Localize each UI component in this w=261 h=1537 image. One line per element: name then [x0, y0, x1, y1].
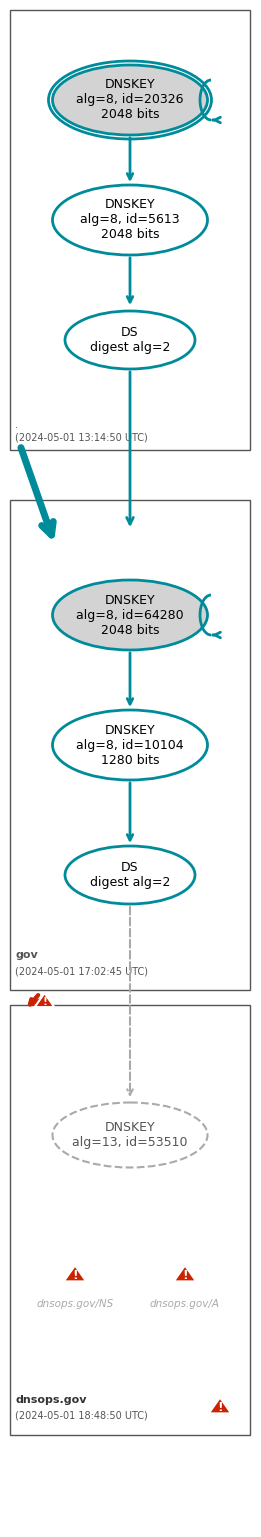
Text: DNSKEY
alg=8, id=5613
2048 bits: DNSKEY alg=8, id=5613 2048 bits: [80, 198, 180, 241]
Ellipse shape: [65, 845, 195, 904]
Ellipse shape: [52, 184, 207, 255]
Text: DS
digest alg=2: DS digest alg=2: [90, 326, 170, 354]
FancyBboxPatch shape: [10, 11, 250, 450]
Ellipse shape: [52, 1102, 207, 1168]
Polygon shape: [209, 1397, 231, 1414]
Text: (2024-05-01 13:14:50 UTC): (2024-05-01 13:14:50 UTC): [15, 432, 148, 443]
Text: DNSKEY
alg=8, id=20326
2048 bits: DNSKEY alg=8, id=20326 2048 bits: [76, 78, 184, 121]
Ellipse shape: [52, 579, 207, 650]
Text: DNSKEY
alg=8, id=10104
1280 bits: DNSKEY alg=8, id=10104 1280 bits: [76, 724, 184, 767]
Ellipse shape: [65, 310, 195, 369]
Text: DS
digest alg=2: DS digest alg=2: [90, 861, 170, 888]
Ellipse shape: [52, 710, 207, 779]
Polygon shape: [35, 993, 54, 1007]
Text: gov: gov: [15, 950, 38, 961]
Polygon shape: [64, 1265, 86, 1282]
Text: dnsops.gov/NS: dnsops.gov/NS: [36, 1299, 114, 1310]
Text: .: .: [15, 420, 18, 430]
Text: !: !: [182, 1270, 188, 1282]
Polygon shape: [174, 1265, 196, 1282]
Text: !: !: [217, 1402, 223, 1414]
Text: !: !: [72, 1270, 78, 1282]
Text: DNSKEY
alg=13, id=53510: DNSKEY alg=13, id=53510: [72, 1120, 188, 1150]
Text: (2024-05-01 17:02:45 UTC): (2024-05-01 17:02:45 UTC): [15, 965, 148, 976]
Text: !: !: [42, 998, 47, 1007]
Ellipse shape: [52, 65, 207, 135]
Text: dnsops.gov/A: dnsops.gov/A: [150, 1299, 220, 1310]
Text: dnsops.gov: dnsops.gov: [15, 1396, 86, 1405]
Text: (2024-05-01 18:48:50 UTC): (2024-05-01 18:48:50 UTC): [15, 1411, 148, 1422]
FancyBboxPatch shape: [10, 500, 250, 990]
Text: DNSKEY
alg=8, id=64280
2048 bits: DNSKEY alg=8, id=64280 2048 bits: [76, 593, 184, 636]
FancyBboxPatch shape: [10, 1005, 250, 1436]
